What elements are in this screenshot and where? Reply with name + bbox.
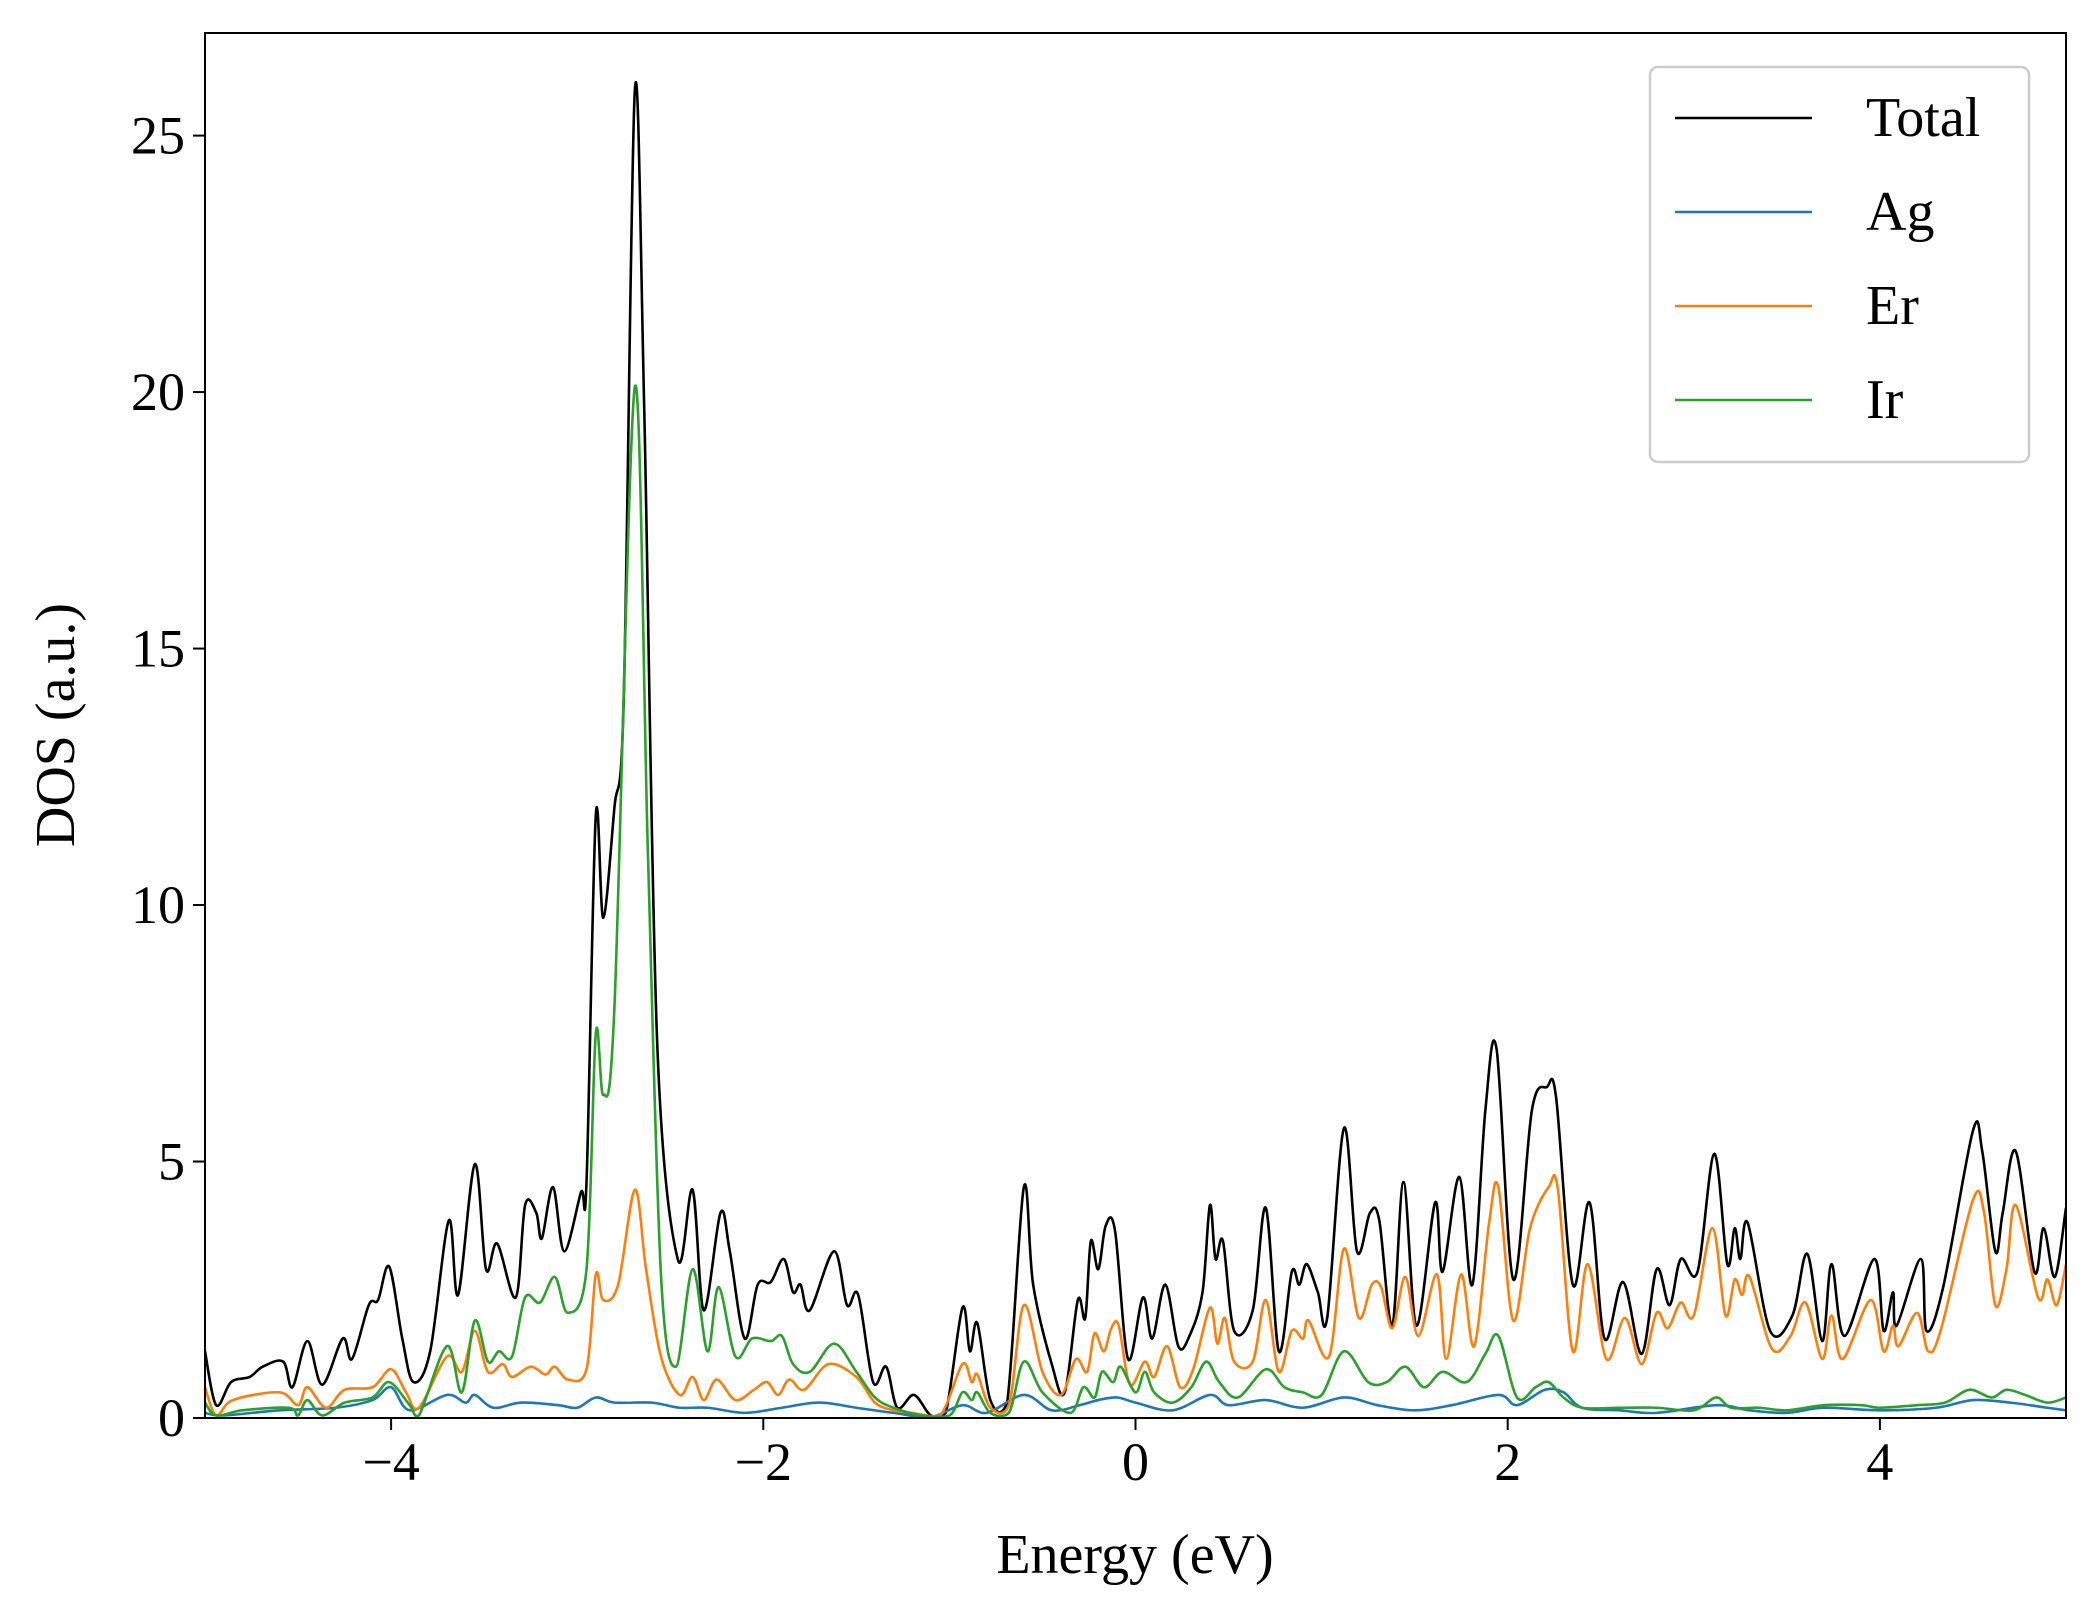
series-line-ag	[205, 1385, 2066, 1418]
series-line-ir	[205, 384, 2066, 1418]
legend-label-er: Er	[1866, 275, 1919, 337]
legend-frame	[1648, 65, 2031, 464]
legend: Total Ag Er Ir	[1648, 65, 2031, 464]
y-axis: 0 5 10 15 20 25	[131, 106, 205, 1448]
y-tick-label: 20	[131, 362, 185, 422]
y-tick-label: 10	[131, 875, 185, 935]
x-axis: −4 −2 0 2 4	[362, 1418, 1893, 1492]
x-tick-label: 0	[1122, 1432, 1149, 1492]
x-tick-label: −4	[362, 1432, 419, 1492]
legend-label-ag: Ag	[1866, 181, 1934, 243]
series-lines	[205, 80, 2066, 1418]
y-tick-label: 5	[158, 1132, 185, 1192]
x-tick-label: 4	[1866, 1432, 1893, 1492]
x-axis-label: Energy (eV)	[996, 1524, 1273, 1586]
y-axis-label: DOS (a.u.)	[25, 603, 87, 847]
series-line-total	[205, 80, 2066, 1418]
y-tick-label: 0	[158, 1388, 185, 1448]
legend-label-total: Total	[1866, 87, 1980, 149]
y-tick-label: 25	[131, 106, 185, 166]
x-tick-label: −2	[735, 1432, 792, 1492]
series-line-er	[205, 1173, 2066, 1418]
x-tick-label: 2	[1494, 1432, 1521, 1492]
legend-label-ir: Ir	[1866, 369, 1904, 431]
y-tick-label: 15	[131, 619, 185, 679]
